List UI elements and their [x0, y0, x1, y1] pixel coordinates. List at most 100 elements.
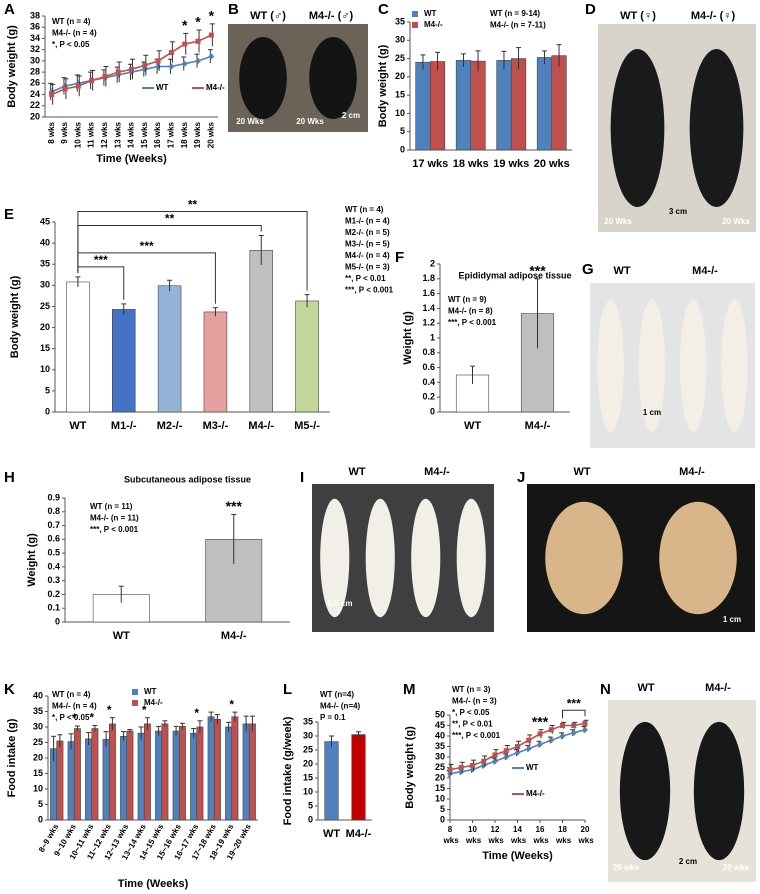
specimen: [320, 498, 350, 618]
annotation: M4-/- (n=4): [320, 702, 361, 711]
y-tick-label: 5: [440, 804, 445, 814]
point: [458, 765, 464, 770]
annotation: *, P < 0.05: [52, 713, 90, 722]
bar: [120, 735, 128, 821]
x-tick-label: M4-/-: [525, 420, 551, 432]
x-tick-label: 12 wks: [100, 121, 109, 148]
y-tick-label: 25: [303, 744, 313, 754]
bar: [295, 300, 319, 413]
bar: [143, 723, 151, 821]
bar: [178, 726, 186, 821]
panel-label: M: [403, 681, 416, 698]
photo-label: M4-/-: [679, 466, 705, 478]
bar: [108, 723, 116, 821]
photo-label: 20 wks: [613, 863, 640, 872]
photo-label: M4-/- (♂): [309, 10, 354, 22]
specimen: [309, 36, 357, 120]
bracket-label: ***: [94, 253, 108, 267]
point: [142, 62, 148, 68]
y-tick-label: 30: [435, 751, 445, 761]
y-axis-label: Weight (g): [26, 533, 38, 587]
point: [481, 758, 487, 764]
y-tick-label: 0.1: [47, 603, 60, 613]
y-tick-label: 45: [40, 216, 50, 226]
bar: [91, 728, 99, 821]
bar: [73, 728, 81, 821]
photo-label: WT: [637, 682, 654, 694]
point: [447, 767, 453, 773]
y-tick-label: 0.8: [422, 347, 435, 357]
bar: [157, 285, 182, 413]
x-tick-label: 14 wks: [127, 121, 136, 148]
annotation: WT (n = 4): [52, 690, 91, 699]
photo-label: WT: [573, 466, 590, 478]
panel-label: I: [300, 469, 304, 486]
y-tick-label: 30: [395, 35, 405, 45]
bar: [161, 723, 169, 821]
panel-label: J: [517, 469, 525, 486]
y-tick-label: 40: [435, 730, 445, 740]
panel-label: K: [4, 681, 15, 698]
annotation: ***, P < 0.001: [452, 731, 501, 740]
x-tick-label: M4-/-: [221, 630, 247, 642]
bracket-label: ***: [140, 239, 154, 253]
annotation: WT (n = 3): [452, 685, 491, 694]
bar: [126, 730, 134, 821]
significance: *: [107, 703, 112, 717]
legend-swatch: [132, 700, 138, 706]
panel-label: G: [582, 261, 594, 278]
x-tick-label: 19 wks: [493, 158, 529, 170]
legend-label: M4-/-: [526, 789, 545, 798]
y-tick-label: 0.4: [422, 377, 435, 387]
photo-label: 1 cm: [723, 615, 741, 624]
y-tick-label: 30: [30, 55, 40, 65]
y-tick-label: 0.2: [422, 392, 435, 402]
annotation: M2-/- (n = 5): [345, 228, 390, 237]
y-tick-label: 1.6: [422, 288, 435, 298]
x-tick-label: 18 wks: [554, 825, 572, 845]
point: [195, 38, 201, 44]
bracket-label: **: [165, 212, 175, 226]
y-tick-label: 0: [55, 616, 60, 626]
y-tick-label: 0.4: [47, 561, 60, 571]
annotation: WT (n = 4): [52, 17, 91, 26]
point: [548, 737, 555, 744]
bar: [207, 716, 215, 821]
y-tick-label: 20: [395, 71, 405, 81]
photo-label: 0.5 cm: [328, 599, 353, 608]
bar: [225, 726, 233, 821]
point: [582, 726, 588, 733]
y-axis-label: Food intake (g): [6, 718, 18, 797]
point: [537, 741, 543, 748]
bracket-label: **: [188, 198, 198, 212]
y-tick-label: 0.8: [47, 506, 60, 516]
photo-label: M4-/-: [705, 682, 731, 694]
photo-label: WT (♀): [620, 10, 656, 22]
specimen: [456, 498, 486, 618]
x-tick-label: 17 wks: [167, 121, 176, 148]
legend-label: M4-/-: [144, 698, 163, 707]
point: [492, 758, 498, 765]
bar: [536, 57, 553, 151]
significance: *: [72, 711, 77, 725]
y-tick-label: 5: [38, 799, 43, 809]
legend-swatch: [132, 689, 138, 695]
y-tick-label: 35: [303, 716, 313, 726]
y-tick-label: 36: [30, 22, 40, 32]
point: [129, 66, 134, 72]
point: [49, 92, 55, 98]
x-axis-label: Time (Weeks): [118, 878, 189, 890]
point: [582, 720, 588, 726]
photo-label: 20 Wks: [722, 217, 750, 226]
y-tick-label: 50: [435, 709, 445, 719]
point: [526, 737, 532, 743]
y-tick-label: 34: [30, 33, 40, 43]
y-tick-label: 26: [30, 78, 40, 88]
x-tick-label: M4-/-: [346, 828, 372, 840]
bar: [324, 741, 339, 821]
y-tick-label: 15: [435, 783, 445, 793]
x-tick-label: 10 wks: [464, 825, 482, 845]
annotation: ***, P < 0.001: [448, 318, 497, 327]
y-tick-label: 30: [40, 280, 50, 290]
annotation: WT (n=4): [320, 690, 354, 699]
